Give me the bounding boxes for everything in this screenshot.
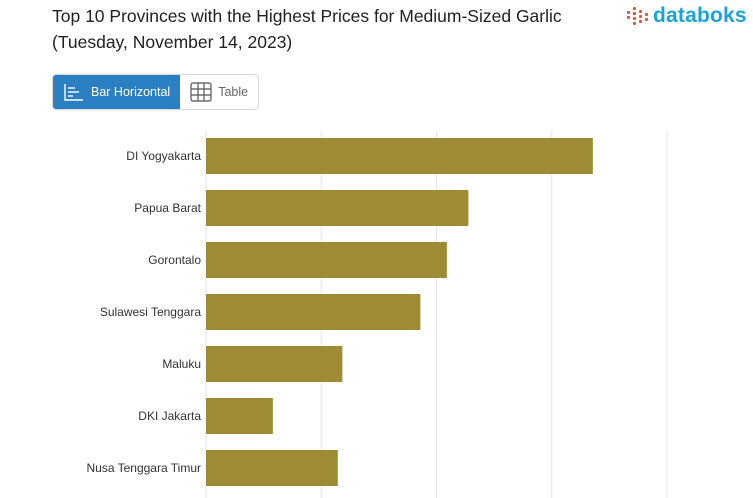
bar[interactable] [206,138,593,174]
bar[interactable] [206,294,421,330]
category-label: Papua Barat [134,201,201,215]
category-label: DI Yogyakarta [126,149,201,163]
tab-table[interactable]: Table [180,75,258,109]
tab-bar-horizontal-label: Bar Horizontal [91,85,171,99]
table-icon [190,82,212,102]
bar[interactable] [206,242,447,278]
view-toggle: Bar Horizontal Table [52,74,260,110]
category-label: Sulawesi Tenggara [100,305,202,319]
databoks-logo-icon [627,7,648,25]
bar[interactable] [206,190,469,226]
chart-title: Top 10 Provinces with the Highest Prices… [52,6,562,52]
category-label: DKI Jakarta [138,409,201,423]
category-label: Nusa Tenggara Timur [86,461,201,475]
brand-name: databoks [653,4,747,27]
bar[interactable] [206,346,343,382]
bar-horizontal-icon [63,82,85,102]
category-label: Gorontalo [148,253,201,267]
category-label: Maluku [162,357,201,371]
bar[interactable] [206,450,338,486]
databoks-logo: databoks [626,4,747,28]
bar[interactable] [206,398,273,434]
tab-bar-horizontal[interactable]: Bar Horizontal [53,75,181,109]
tab-table-label: Table [218,85,249,99]
